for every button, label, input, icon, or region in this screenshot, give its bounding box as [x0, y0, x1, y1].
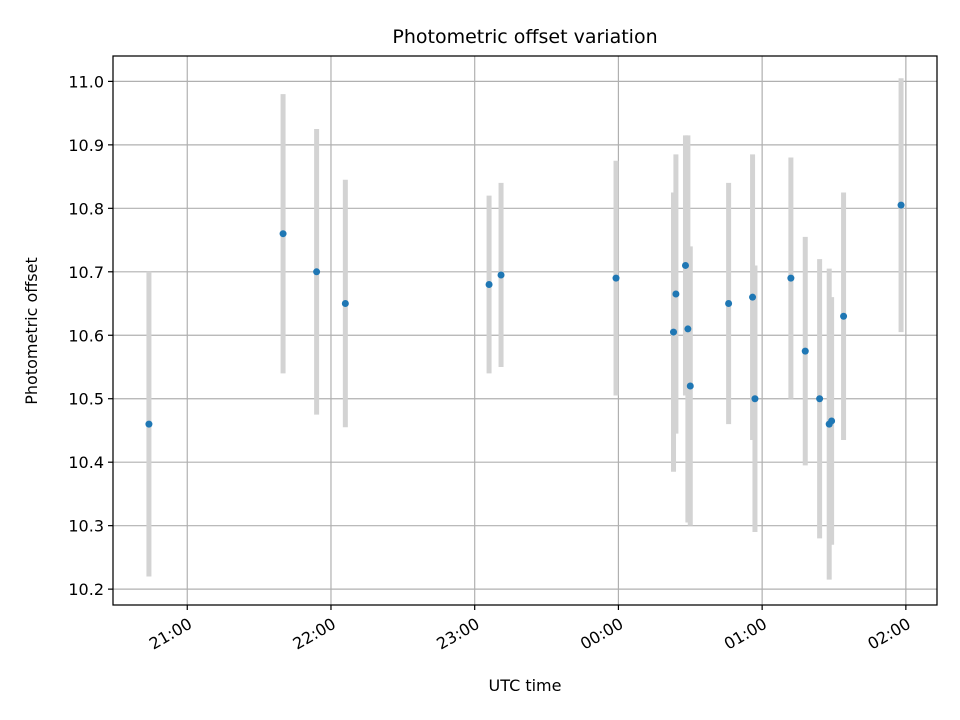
- data-point: [684, 325, 692, 333]
- y-tick-label: 10.7: [68, 263, 104, 282]
- grid: [113, 56, 937, 605]
- y-tick-label: 10.2: [68, 580, 104, 599]
- data-point: [681, 261, 689, 269]
- data-point: [670, 328, 678, 336]
- data-point: [612, 274, 620, 282]
- y-tick-label: 10.8: [68, 199, 104, 218]
- y-axis-title: Photometric offset: [22, 257, 41, 405]
- y-tick-label: 10.6: [68, 326, 104, 345]
- data-point: [828, 417, 836, 425]
- data-point: [787, 274, 795, 282]
- data-point: [751, 395, 759, 403]
- data-point: [725, 300, 733, 308]
- y-tick-label: 10.4: [68, 453, 104, 472]
- data-point: [341, 300, 349, 308]
- data-point: [672, 290, 680, 298]
- data-point: [497, 271, 505, 279]
- data-point: [840, 312, 848, 320]
- y-axis-ticks: 10.2 10.3 10.4 10.5 10.6 10.7 10.8 10.9 11.0: [68, 72, 113, 599]
- y-tick-label: 10.9: [68, 136, 104, 155]
- data-point: [801, 347, 809, 355]
- plot-frame: [112, 55, 938, 606]
- data-point: [686, 382, 694, 390]
- data-points: [145, 201, 905, 428]
- chart-title: Photometric offset variation: [392, 26, 657, 48]
- x-axis-title: UTC time: [489, 676, 562, 695]
- data-point: [749, 293, 757, 301]
- y-tick-label: 11.0: [68, 72, 104, 91]
- data-point: [279, 230, 287, 238]
- data-point: [313, 268, 321, 276]
- data-point: [816, 395, 824, 403]
- data-point: [897, 201, 905, 209]
- data-point: [145, 420, 153, 428]
- data-point: [485, 280, 493, 288]
- y-tick-label: 10.5: [68, 390, 104, 409]
- y-tick-label: 10.3: [68, 517, 104, 536]
